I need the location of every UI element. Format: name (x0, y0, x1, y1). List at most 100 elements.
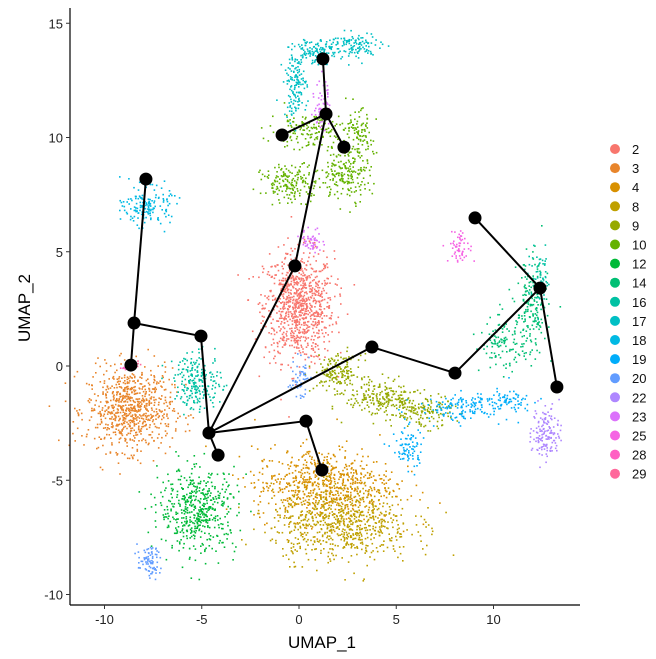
point-cluster-2 (274, 298, 276, 301)
point-cluster-14 (506, 328, 508, 330)
point-cluster-3 (153, 396, 155, 399)
point-cluster-12 (226, 513, 228, 515)
point-cluster-9 (329, 376, 331, 379)
point-cluster-8 (385, 510, 387, 513)
point-cluster-9 (363, 398, 366, 400)
point-cluster-2 (251, 330, 254, 333)
point-cluster-2 (303, 286, 306, 289)
point-cluster-3 (107, 388, 110, 390)
point-cluster-8 (400, 514, 402, 516)
point-cluster-14 (498, 345, 500, 348)
point-cluster-9 (343, 370, 345, 373)
point-cluster-2 (318, 358, 321, 360)
point-cluster-3 (102, 393, 104, 395)
point-cluster-10 (284, 146, 286, 148)
point-cluster-4 (336, 504, 338, 506)
point-cluster-2 (276, 331, 278, 334)
point-cluster-8 (362, 580, 365, 582)
point-cluster-3 (104, 405, 107, 407)
point-cluster-3 (161, 436, 163, 439)
point-cluster-8 (377, 489, 380, 491)
point-cluster-3 (128, 382, 130, 384)
point-cluster-12 (194, 527, 196, 530)
point-cluster-3 (150, 417, 152, 419)
point-cluster-2 (287, 364, 290, 366)
point-cluster-3 (114, 371, 116, 374)
point-cluster-4 (270, 447, 272, 450)
point-cluster-3 (131, 456, 134, 458)
point-cluster-2 (305, 317, 307, 320)
point-cluster-14 (521, 335, 524, 338)
point-cluster-9 (346, 361, 349, 364)
point-cluster-2 (267, 298, 270, 301)
point-cluster-8 (378, 526, 381, 528)
point-cluster-8 (399, 552, 402, 555)
point-cluster-4 (333, 467, 335, 470)
point-cluster-2 (282, 307, 284, 309)
point-cluster-8 (332, 526, 335, 529)
point-cluster-9 (386, 392, 389, 395)
point-cluster-12 (181, 498, 183, 500)
point-cluster-14 (548, 326, 550, 328)
point-cluster-2 (262, 320, 264, 322)
point-cluster-14 (526, 306, 529, 308)
point-cluster-8 (326, 462, 329, 465)
point-cluster-16 (188, 395, 191, 397)
point-cluster-9 (447, 412, 449, 415)
point-cluster-2 (300, 344, 302, 347)
point-cluster-10 (347, 181, 350, 184)
point-cluster-2 (287, 276, 289, 279)
point-cluster-8 (391, 496, 394, 498)
point-cluster-10 (295, 138, 298, 140)
point-cluster-9 (385, 406, 387, 409)
point-cluster-2 (305, 297, 307, 300)
point-cluster-3 (116, 391, 118, 393)
point-cluster-2 (298, 277, 300, 279)
point-cluster-8 (340, 501, 343, 504)
point-cluster-3 (106, 391, 109, 393)
point-cluster-4 (319, 511, 322, 513)
point-cluster-3 (118, 423, 121, 426)
point-cluster-3 (110, 426, 113, 428)
point-cluster-8 (284, 511, 287, 513)
point-cluster-4 (398, 488, 401, 490)
point-cluster-3 (130, 415, 132, 418)
point-cluster-9 (351, 394, 354, 396)
point-cluster-2 (291, 327, 293, 330)
point-cluster-10 (291, 184, 294, 186)
point-cluster-8 (315, 523, 318, 526)
point-cluster-3 (163, 389, 166, 391)
point-cluster-4 (346, 490, 348, 493)
point-cluster-2 (282, 308, 285, 310)
point-cluster-12 (217, 562, 220, 564)
point-cluster-14 (536, 322, 539, 324)
point-cluster-12 (180, 509, 183, 511)
point-cluster-2 (318, 336, 321, 338)
point-cluster-2 (312, 312, 315, 315)
point-cluster-3 (137, 422, 140, 424)
point-cluster-4 (292, 501, 294, 503)
point-cluster-4 (286, 497, 289, 500)
point-cluster-14 (496, 344, 499, 346)
point-cluster-12 (175, 511, 177, 514)
point-cluster-8 (372, 550, 374, 552)
point-cluster-2 (313, 331, 315, 334)
point-cluster-14 (534, 313, 537, 315)
point-cluster-8 (351, 502, 353, 505)
point-cluster-12 (194, 498, 197, 501)
point-cluster-4 (378, 491, 380, 494)
point-cluster-3 (133, 422, 136, 425)
point-cluster-8 (338, 524, 341, 526)
point-cluster-4 (295, 466, 297, 468)
point-cluster-3 (107, 401, 109, 404)
point-cluster-3 (135, 398, 138, 400)
point-cluster-10 (318, 131, 320, 133)
point-cluster-4 (333, 530, 336, 533)
point-cluster-2 (289, 327, 291, 330)
point-cluster-2 (248, 278, 250, 280)
point-cluster-8 (423, 518, 426, 521)
point-cluster-4 (330, 473, 332, 476)
point-cluster-14 (529, 281, 532, 283)
point-cluster-3 (93, 437, 96, 440)
point-cluster-3 (149, 424, 151, 426)
